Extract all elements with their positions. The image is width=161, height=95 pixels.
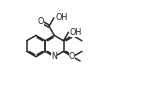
Text: N: N bbox=[51, 52, 57, 61]
Text: O: O bbox=[69, 52, 75, 61]
Text: OH: OH bbox=[56, 13, 68, 22]
Text: OH: OH bbox=[70, 28, 82, 37]
Text: O: O bbox=[37, 17, 44, 26]
